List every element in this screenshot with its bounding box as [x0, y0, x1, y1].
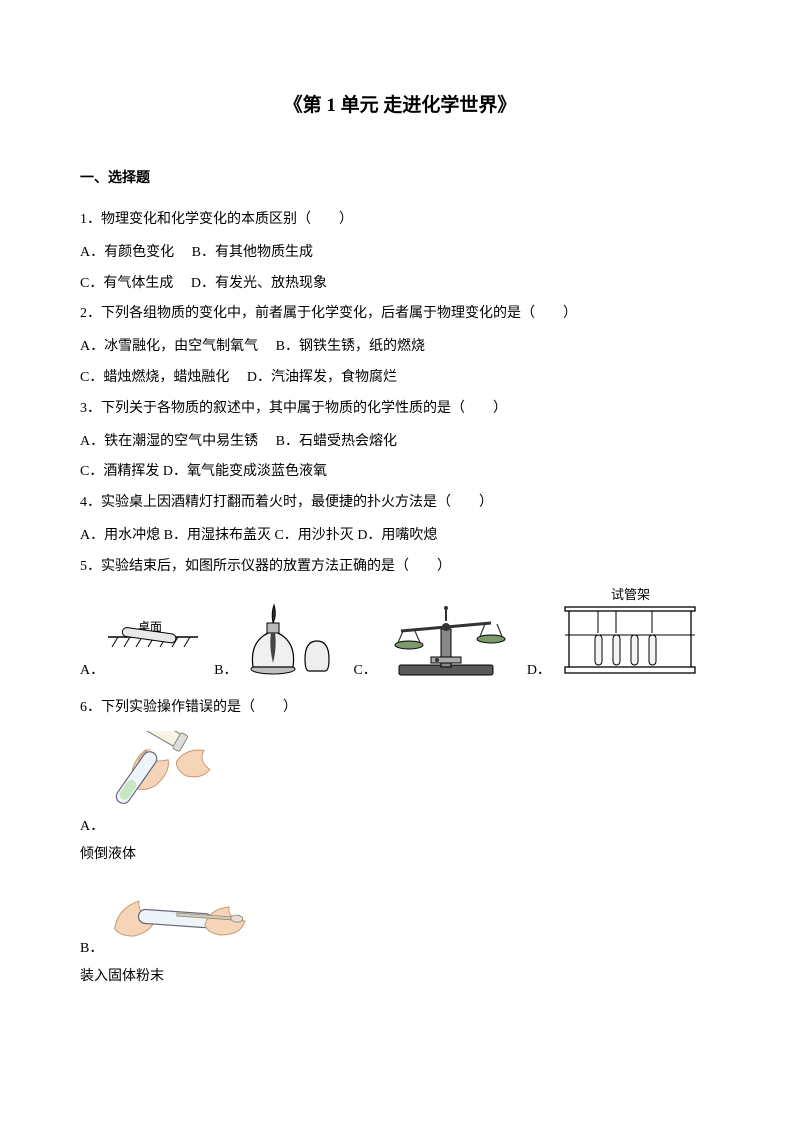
q4-stem: 4．实验桌上因酒精灯打翻而着火时，最便捷的扑火方法是（ ）: [80, 488, 720, 519]
q2-options-row1: A．冰雪融化，由空气制氧气 B．钢铁生锈，纸的燃烧: [80, 332, 720, 363]
q1-options-row1: A．有颜色变化 B．有其他物质生成: [80, 238, 720, 269]
q1-opt-b: B．有其他物质生成: [192, 245, 313, 260]
q3-opt-c: C．酒精挥发: [80, 464, 159, 479]
q5-stem: 5．实验结束后，如图所示仪器的放置方法正确的是（ ）: [80, 552, 720, 583]
q3-options-row2: C．酒精挥发 D．氧气能变成淡蓝色液氧: [80, 457, 720, 488]
load-powder-icon: [107, 883, 257, 953]
q5-fig-c: [381, 601, 511, 679]
section-header: 一、选择题: [80, 167, 720, 187]
q4-opt-c: C．用沙扑灭: [274, 528, 353, 543]
q5-label-c: C．: [353, 659, 376, 679]
q2-options-row2: C．蜡烛燃烧，蜡烛融化 D．汽油挥发，食物腐烂: [80, 363, 720, 394]
q5-fig-a: 桌面: [108, 617, 198, 679]
q4-opt-d: D．用嘴吹熄: [357, 528, 437, 543]
q1-options-row2: C．有气体生成 D．有发光、放热现象: [80, 269, 720, 300]
q5-label-b: B．: [214, 659, 237, 679]
balance-icon: [381, 601, 511, 679]
q4-opt-b: B．用湿抹布盖灭: [164, 528, 271, 543]
q6-label-b: B．: [80, 937, 103, 957]
q5-figures-row: A． 桌面 B． C．: [80, 587, 720, 679]
q6-stem: 6．下列实验操作错误的是（ ）: [80, 693, 720, 724]
rack-label: 试管架: [611, 587, 650, 602]
q5-fig-d: 试管架: [555, 587, 705, 679]
q1-opt-c: C．有气体生成: [80, 276, 173, 291]
q2-opt-c: C．蜡烛燃烧，蜡烛融化: [80, 370, 229, 385]
q1-opt-a: A．有颜色变化: [80, 245, 174, 260]
q1-opt-d: D．有发光、放热现象: [191, 276, 327, 291]
page-title: 《第 1 单元 走进化学世界》: [80, 90, 720, 117]
q3-stem: 3．下列关于各物质的叙述中，其中属于物质的化学性质的是（ ）: [80, 394, 720, 425]
q3-opt-b: B．石蜡受热会熔化: [276, 434, 397, 449]
alcohol-lamp-icon: [241, 601, 337, 679]
pour-liquid-icon: [108, 731, 228, 831]
q6-fig-a: [108, 731, 228, 831]
q2-opt-d: D．汽油挥发，食物腐烂: [247, 370, 397, 385]
q2-opt-a: A．冰雪融化，由空气制氧气: [80, 339, 258, 354]
q5-fig-b: [241, 601, 337, 679]
q5-label-a: A．: [80, 659, 104, 679]
q2-stem: 2．下列各组物质的变化中，前者属于化学变化，后者属于物理变化的是（ ）: [80, 299, 720, 330]
q4-opt-a: A．用水冲熄: [80, 528, 160, 543]
q5-label-d: D．: [527, 659, 551, 679]
q1-stem: 1．物理变化和化学变化的本质区别（ ）: [80, 205, 720, 236]
tube-rack-icon: 试管架: [555, 587, 705, 679]
q3-options-row1: A．铁在潮湿的空气中易生锈 B．石蜡受热会熔化: [80, 427, 720, 458]
q3-opt-d: D．氧气能变成淡蓝色液氧: [163, 464, 327, 479]
q6-caption-a: 倾倒液体: [80, 843, 720, 863]
desk-tube-icon: 桌面: [108, 617, 198, 679]
q6-label-a: A．: [80, 815, 104, 835]
q3-opt-a: A．铁在潮湿的空气中易生锈: [80, 434, 258, 449]
q6-caption-b: 装入固体粉末: [80, 965, 720, 985]
q2-opt-b: B．钢铁生锈，纸的燃烧: [276, 339, 425, 354]
q6-fig-b: [107, 883, 257, 953]
q4-options: A．用水冲熄 B．用湿抹布盖灭 C．用沙扑灭 D．用嘴吹熄: [80, 521, 720, 552]
